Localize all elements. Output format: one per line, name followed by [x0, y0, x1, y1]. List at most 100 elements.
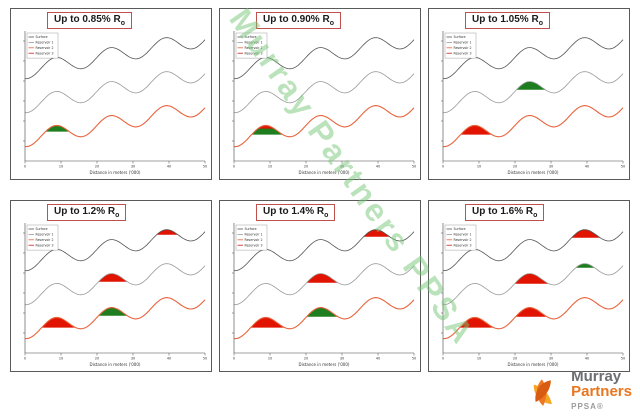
x-tick-label: 40: [585, 165, 589, 169]
legend-label: Reservoir 1: [36, 41, 54, 45]
x-tick-label: 50: [621, 165, 625, 169]
legend-label: Surface: [245, 227, 257, 231]
legend-label: Surface: [36, 227, 48, 231]
chart-canvas: 0 10 20 30 40 50 Distance in meters ('000) Surf…: [23, 223, 207, 367]
legend-label: Reservoir 1: [245, 233, 263, 237]
x-tick-label: 40: [376, 357, 380, 361]
logo-flame-icon: [533, 378, 553, 406]
legend-label: Surface: [454, 35, 466, 39]
series-line: [442, 263, 624, 306]
chart-canvas: 0 10 20 30 40 50 Distance in meters ('000) Surf…: [441, 223, 625, 367]
x-tick-label: 30: [340, 357, 344, 361]
legend-label: Reservoir 2: [454, 238, 472, 242]
x-tick-label: 20: [304, 357, 308, 361]
x-tick-label: 30: [549, 357, 553, 361]
legend-label: Surface: [454, 227, 466, 231]
x-tick-label: 10: [477, 357, 481, 361]
x-tick-label: 20: [513, 357, 517, 361]
legend-label: Reservoir 1: [36, 233, 54, 237]
x-tick-label: 30: [131, 357, 135, 361]
company-logo: Murray Partners PPSA®: [530, 369, 632, 414]
legend-label: Reservoir 3: [454, 243, 472, 247]
x-axis-label: Distance in meters ('000): [90, 362, 141, 367]
x-tick-label: 30: [549, 165, 553, 169]
x-tick-label: 20: [304, 165, 308, 169]
legend-label: Surface: [36, 35, 48, 39]
x-axis-label: Distance in meters ('000): [90, 170, 141, 175]
legend-label: Reservoir 2: [245, 238, 263, 242]
x-tick-label: 0: [24, 165, 26, 169]
panel-title: Up to 1.2% Ro: [47, 204, 127, 221]
x-tick-label: 0: [233, 165, 235, 169]
panel-title: Up to 0.90% Ro: [256, 12, 341, 29]
series-line: [442, 105, 624, 148]
logo-name-bottom: Partners: [571, 383, 632, 400]
panel-title: Up to 1.4% Ro: [256, 204, 336, 221]
accumulation-fill: [45, 125, 69, 132]
legend-label: Reservoir 2: [36, 46, 54, 50]
x-tick-label: 40: [585, 357, 589, 361]
x-tick-label: 20: [513, 165, 517, 169]
x-tick-label: 40: [376, 165, 380, 169]
series-line: [442, 297, 624, 340]
series-line: [24, 105, 206, 148]
chart-canvas: 0 10 20 30 40 50 Distance in meters ('000) Surf…: [23, 31, 207, 175]
chart-panel: Up to 0.90% Ro 0 10 20 30 40 50 Distance in met…: [219, 8, 421, 180]
legend-label: Reservoir 3: [36, 243, 54, 247]
series-line: [442, 71, 624, 114]
chart-panel: Up to 1.2% Ro 0 10 20 30 40 50 Distance in mete…: [10, 200, 212, 372]
legend-label: Reservoir 2: [245, 46, 263, 50]
series-line: [233, 105, 415, 148]
x-tick-label: 40: [167, 165, 171, 169]
legend-label: Reservoir 2: [36, 238, 54, 242]
x-tick-label: 50: [412, 357, 416, 361]
x-axis-label: Distance in meters ('000): [299, 362, 350, 367]
x-tick-label: 0: [442, 165, 444, 169]
chart-canvas: 0 10 20 30 40 50 Distance in meters ('000) Surf…: [232, 31, 416, 175]
series-line: [233, 263, 415, 306]
x-tick-label: 10: [268, 165, 272, 169]
x-tick-label: 30: [131, 165, 135, 169]
x-axis-label: Distance in meters ('000): [508, 362, 559, 367]
chart-panel: Up to 0.85% Ro 0 10 20 30 40 50 Distance in met…: [10, 8, 212, 180]
legend-label: Reservoir 3: [454, 51, 472, 55]
x-tick-label: 10: [59, 165, 63, 169]
panel-title: Up to 1.6% Ro: [465, 204, 545, 221]
chart-canvas: 0 10 20 30 40 50 Distance in meters ('000) Surf…: [441, 31, 625, 175]
legend-label: Reservoir 2: [454, 46, 472, 50]
chart-canvas: 0 10 20 30 40 50 Distance in meters ('000) Surf…: [232, 223, 416, 367]
x-tick-label: 0: [442, 357, 444, 361]
x-tick-label: 10: [268, 357, 272, 361]
x-tick-label: 10: [477, 165, 481, 169]
x-tick-label: 50: [203, 357, 207, 361]
legend-label: Reservoir 1: [454, 233, 472, 237]
x-tick-label: 20: [95, 357, 99, 361]
legend-label: Reservoir 1: [454, 41, 472, 45]
x-tick-label: 50: [621, 357, 625, 361]
legend-label: Reservoir 3: [36, 51, 54, 55]
panel-title: Up to 0.85% Ro: [47, 12, 132, 29]
legend-label: Reservoir 3: [245, 243, 263, 247]
legend-label: Surface: [245, 35, 257, 39]
logo-name-top: Murray: [571, 368, 622, 385]
logo-subtext: PPSA®: [571, 402, 604, 411]
x-axis-label: Distance in meters ('000): [299, 170, 350, 175]
chart-panel: Up to 1.05% Ro 0 10 20 30 40 50 Distance in met…: [428, 8, 630, 180]
series-line: [233, 297, 415, 340]
x-axis-label: Distance in meters ('000): [508, 170, 559, 175]
x-tick-label: 50: [412, 165, 416, 169]
x-tick-label: 20: [95, 165, 99, 169]
logo-text: Murray Partners PPSA®: [571, 369, 632, 414]
x-tick-label: 0: [24, 357, 26, 361]
x-tick-label: 0: [233, 357, 235, 361]
series-line: [233, 71, 415, 114]
x-tick-label: 50: [203, 165, 207, 169]
legend-label: Reservoir 3: [245, 51, 263, 55]
legend-label: Reservoir 1: [245, 41, 263, 45]
